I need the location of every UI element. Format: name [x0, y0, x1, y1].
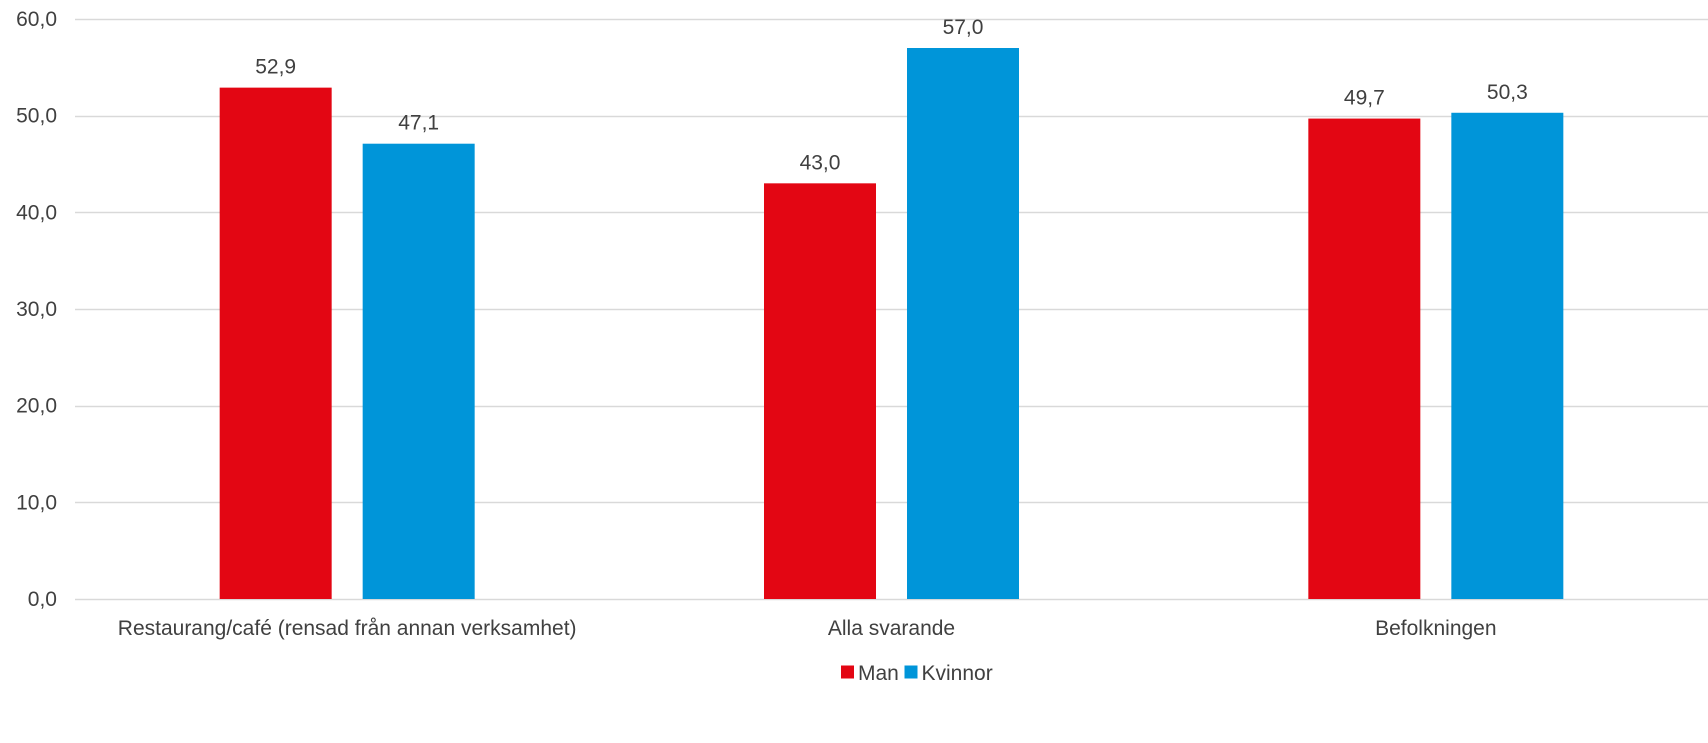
bar-kvinnor [907, 48, 1019, 599]
bars [219, 48, 1564, 600]
data-label: 50,3 [1487, 81, 1528, 104]
bar-kvinnor [1451, 112, 1564, 600]
data-labels: 52,9 47,1 43,0 57,0 49,7 50,3 [255, 16, 1528, 174]
y-tick-label: 20,0 [16, 395, 57, 418]
data-label: 57,0 [943, 16, 984, 39]
y-tick-label: 0,0 [28, 588, 57, 611]
data-label: 47,1 [398, 112, 439, 135]
y-tick-label: 10,0 [16, 491, 57, 514]
y-tick-label: 30,0 [16, 298, 57, 321]
legend-label-kvinnor: Kvinnor [922, 662, 993, 685]
legend-label-man: Man [858, 662, 899, 685]
data-label: 43,0 [800, 151, 841, 174]
bar-man [1308, 118, 1421, 600]
y-tick-label: 40,0 [16, 201, 57, 224]
x-category-label: Restaurang/café (rensad från annan verks… [118, 617, 577, 640]
x-category-label: Befolkningen [1375, 617, 1496, 640]
y-axis-tick-labels: 0,0 10,0 20,0 30,0 40,0 50,0 60,0 [16, 8, 57, 611]
bar-kvinnor [362, 143, 475, 599]
bar-man [764, 183, 876, 600]
gridlines [75, 18, 1708, 601]
bar-man [219, 87, 332, 599]
x-axis-category-labels: Restaurang/café (rensad från annan verks… [118, 617, 1497, 640]
data-label: 49,7 [1344, 87, 1385, 110]
legend: Man Kvinnor [841, 662, 993, 685]
x-category-label: Alla svarande [828, 617, 955, 640]
data-label: 52,9 [255, 56, 296, 79]
legend-swatch-kvinnor [904, 665, 918, 679]
y-tick-label: 60,0 [16, 8, 57, 31]
y-tick-label: 50,0 [16, 105, 57, 128]
legend-swatch-man [841, 665, 854, 679]
